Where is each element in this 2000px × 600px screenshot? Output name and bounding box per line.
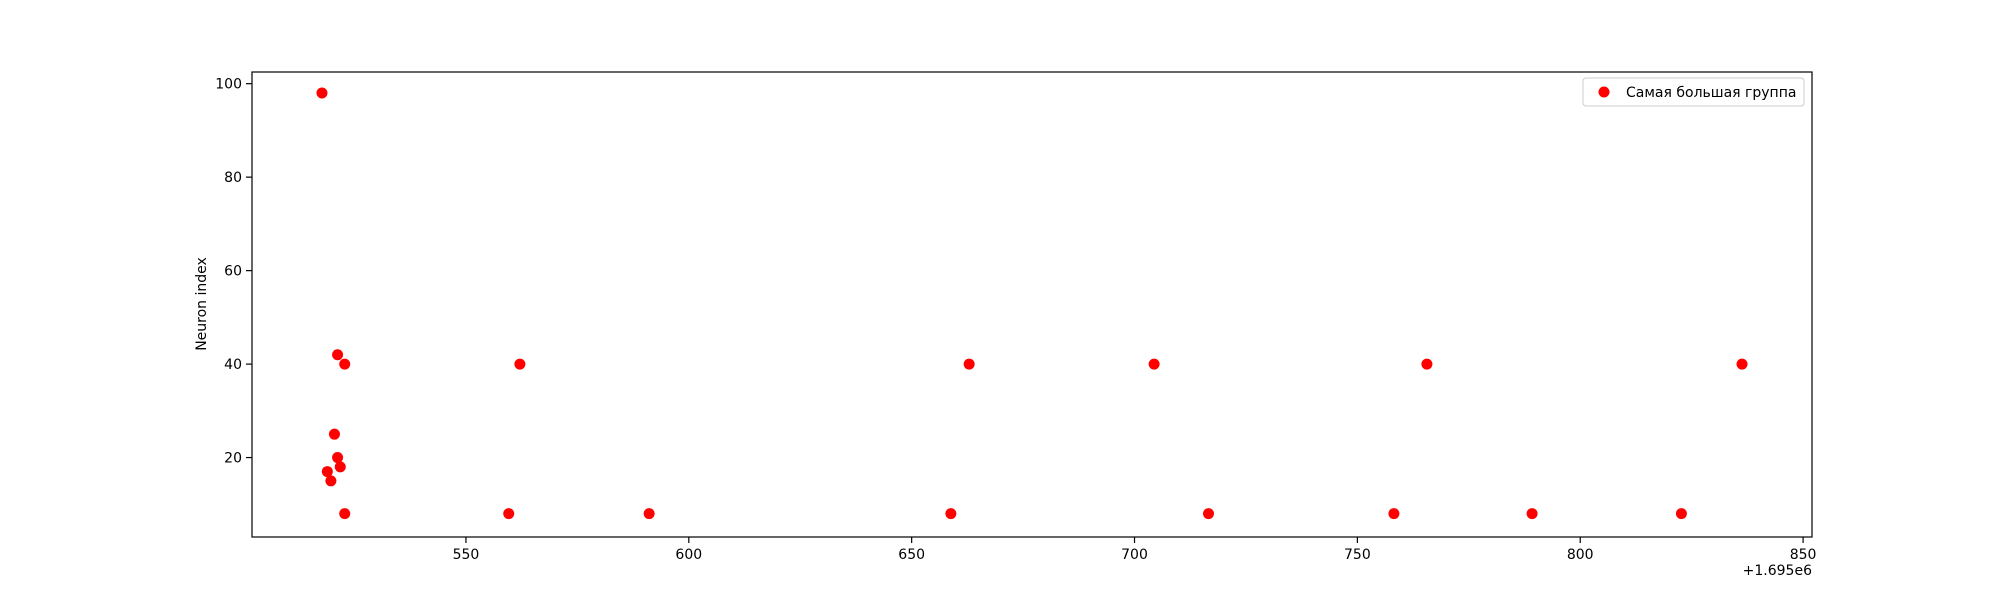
y-axis: 20 40 60 80 100 — [215, 77, 252, 467]
y-tick-label: 60 — [224, 264, 242, 280]
data-point — [1526, 508, 1538, 520]
x-tick-label: 850 — [1790, 547, 1817, 563]
data-point — [339, 358, 351, 370]
data-point — [1675, 508, 1687, 520]
y-tick-label: 100 — [215, 77, 242, 93]
data-point — [1421, 358, 1433, 370]
legend-series-label: Самая большая группа — [1626, 85, 1796, 101]
data-point — [1148, 358, 1160, 370]
y-tick-label: 40 — [224, 357, 242, 373]
data-point — [945, 508, 957, 520]
data-point — [321, 466, 333, 478]
data-point — [328, 428, 340, 440]
y-tick-label: 20 — [224, 451, 242, 467]
x-tick-label: 650 — [898, 547, 925, 563]
data-point — [643, 508, 655, 520]
data-point — [332, 452, 344, 464]
axes-frame — [251, 71, 1813, 538]
data-point — [332, 349, 344, 361]
legend: Самая большая группа — [1582, 77, 1805, 107]
x-tick-label: 800 — [1567, 547, 1594, 563]
x-tick-label: 750 — [1344, 547, 1371, 563]
x-axis: 550 600 650 700 750 800 850 — [453, 537, 1817, 563]
data-point — [325, 475, 337, 487]
data-point — [963, 358, 975, 370]
legend-marker — [1598, 86, 1610, 98]
data-point — [1388, 508, 1400, 520]
y-axis-label: Neuron index — [194, 257, 210, 351]
data-point — [514, 358, 526, 370]
data-point — [1736, 358, 1748, 370]
x-tick-label: 600 — [675, 547, 702, 563]
x-axis-offset-label: +1.695e6 — [1743, 563, 1812, 579]
x-tick-label: 550 — [453, 547, 480, 563]
data-point — [339, 508, 351, 520]
data-point — [334, 461, 346, 473]
x-tick-label: 700 — [1121, 547, 1148, 563]
data-point — [1203, 508, 1215, 520]
y-tick-label: 80 — [224, 170, 242, 186]
plot-area — [316, 87, 1748, 520]
legend-frame — [1582, 77, 1805, 107]
data-point — [503, 508, 515, 520]
data-point — [316, 87, 328, 99]
